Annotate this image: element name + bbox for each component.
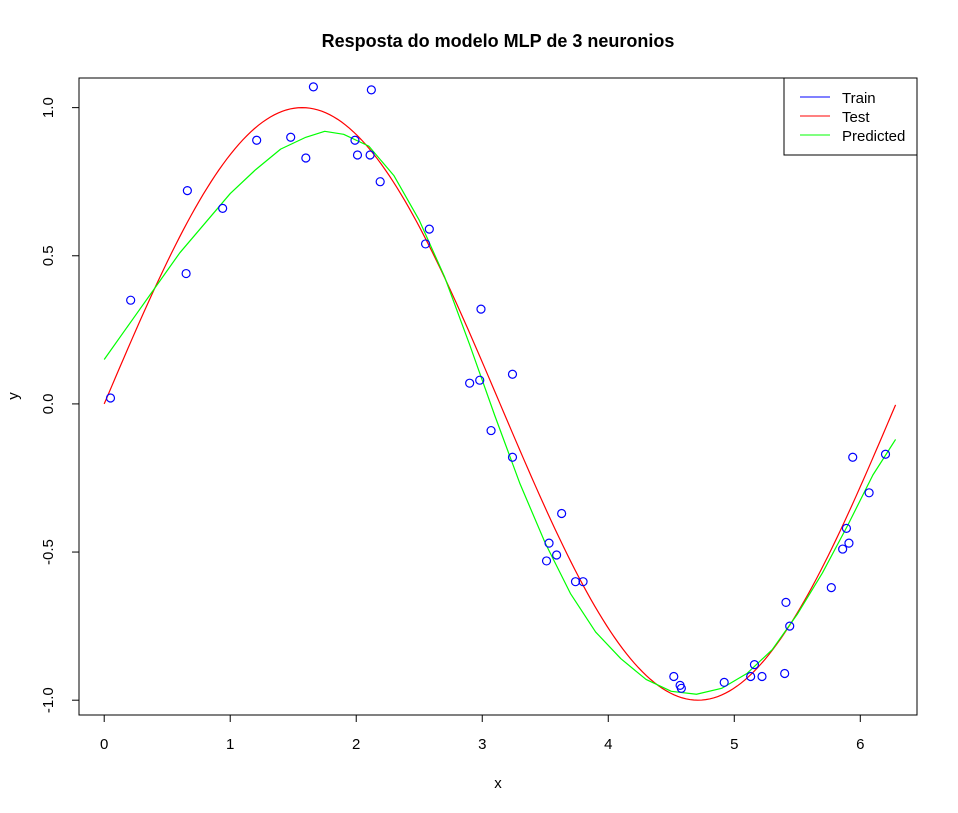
train-point	[551, 550, 562, 560]
train-point	[785, 621, 795, 631]
train-point	[676, 683, 686, 693]
chart-title: Resposta do modelo MLP de 3 neuronios	[322, 31, 675, 51]
train-point	[352, 150, 363, 160]
train-point	[541, 556, 552, 566]
x-tick-label: 0	[100, 736, 108, 753]
train-point	[301, 153, 311, 163]
train-point	[365, 150, 375, 160]
train-point	[105, 393, 116, 403]
train-point	[719, 677, 729, 688]
y-axis: -1.0 -0.5 0.0 0.5 1.0	[40, 97, 80, 713]
x-tick-label: 4	[604, 736, 612, 753]
series-layer	[103, 82, 897, 701]
train-point	[757, 671, 767, 682]
y-tick-label: 0.0	[40, 393, 57, 414]
train-point	[844, 538, 854, 548]
train-point	[848, 452, 858, 462]
train-point	[476, 304, 486, 314]
x-tick-label: 6	[856, 736, 864, 753]
train-point	[838, 544, 848, 554]
train-point	[570, 577, 581, 587]
train-point	[880, 449, 891, 459]
train-point	[749, 660, 760, 670]
train-point	[465, 378, 475, 388]
series-line-predicted	[103, 130, 897, 695]
train-point	[424, 224, 434, 234]
train-point	[181, 268, 191, 279]
train-point	[826, 582, 836, 593]
train-point	[308, 82, 318, 92]
train-point	[420, 239, 431, 249]
train-point	[252, 135, 262, 145]
train-point	[286, 132, 296, 142]
plot-frame	[78, 77, 918, 716]
y-tick-label: 0.5	[40, 245, 57, 266]
train-point	[366, 85, 376, 95]
legend-label-test: Test	[842, 109, 870, 126]
x-tick-label: 1	[226, 736, 234, 753]
train-point	[507, 369, 518, 379]
train-point	[746, 671, 756, 682]
train-point	[475, 375, 485, 385]
train-point	[780, 668, 790, 679]
y-axis-label: y	[5, 392, 22, 400]
train-point	[841, 523, 852, 533]
train-point	[669, 671, 679, 682]
train-point	[557, 508, 567, 519]
train-point	[486, 425, 496, 436]
train-point	[578, 577, 588, 587]
legend-label-predicted: Predicted	[842, 128, 905, 145]
x-axis: 0 1 2 3 4 5 6	[100, 714, 864, 753]
legend-label-train: Train	[842, 90, 876, 107]
train-point	[375, 177, 385, 187]
train-point	[544, 538, 554, 548]
x-axis-label: x	[494, 775, 502, 792]
x-tick-label: 3	[478, 736, 486, 753]
train-point	[182, 185, 192, 196]
y-tick-label: -0.5	[40, 539, 57, 565]
train-point	[781, 597, 791, 608]
train-point	[350, 135, 360, 145]
train-point	[218, 203, 228, 213]
train-point	[864, 488, 874, 498]
x-tick-label: 5	[730, 736, 738, 753]
train-point	[126, 295, 136, 305]
series-line-test	[103, 107, 897, 701]
x-tick-label: 2	[352, 736, 360, 753]
y-tick-label: 1.0	[40, 97, 57, 118]
legend: Train Test Predicted	[783, 77, 918, 156]
train-point	[507, 452, 518, 462]
y-tick-label: -1.0	[40, 687, 57, 713]
